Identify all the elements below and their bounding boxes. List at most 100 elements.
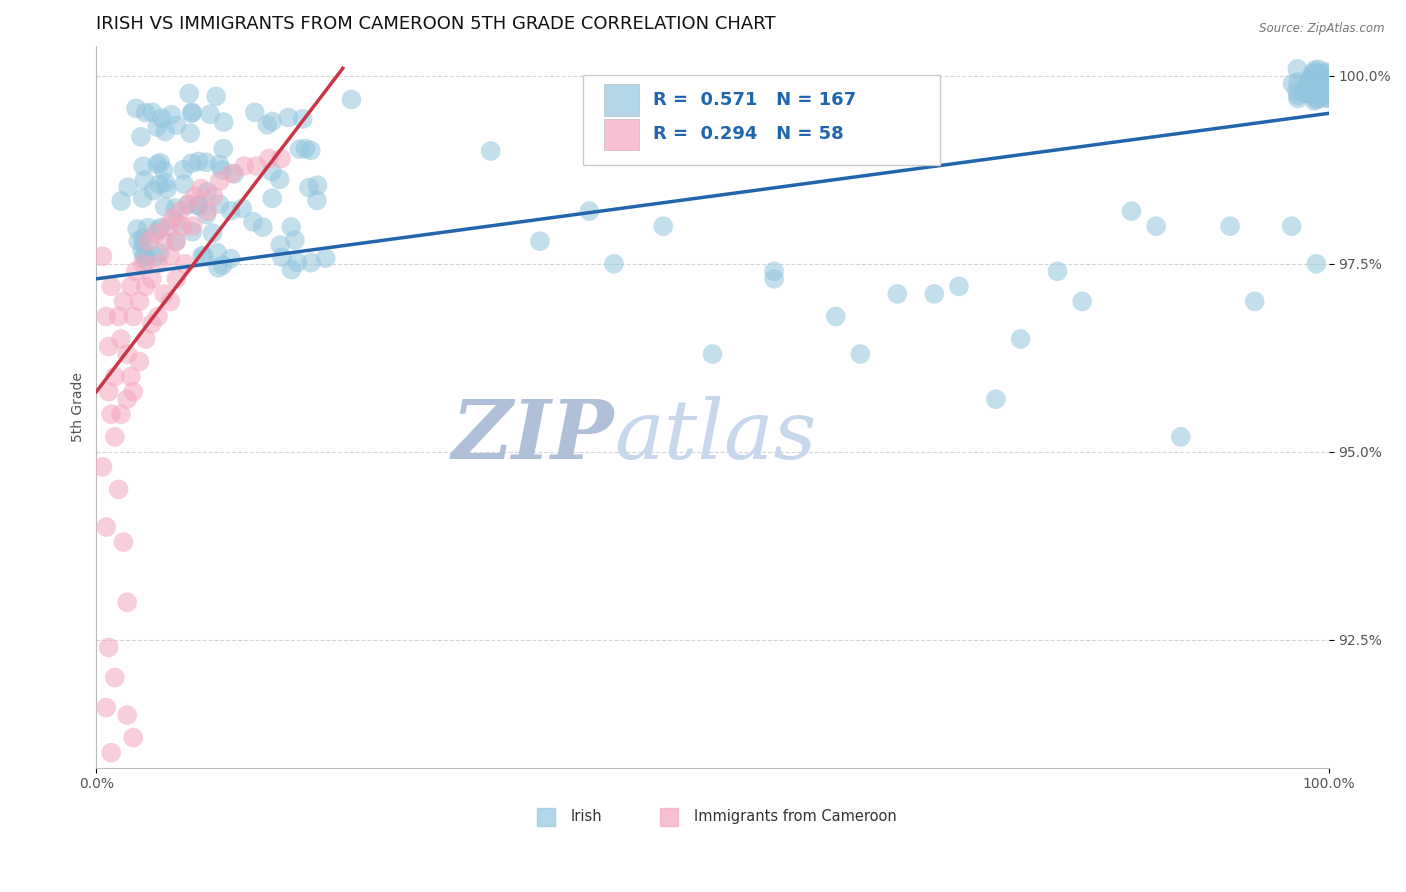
Point xyxy=(849,347,872,361)
Point xyxy=(288,142,311,156)
Point xyxy=(115,708,138,723)
Point xyxy=(1303,94,1326,108)
Point xyxy=(177,196,200,211)
Point xyxy=(1309,89,1331,103)
Point xyxy=(1317,66,1340,80)
Point xyxy=(125,101,148,115)
Point xyxy=(1299,70,1322,85)
Point xyxy=(165,235,187,249)
Point xyxy=(193,249,215,263)
Point xyxy=(1301,74,1323,88)
Point xyxy=(149,245,172,260)
Point xyxy=(948,279,970,293)
Point xyxy=(299,255,322,269)
Text: ZIP: ZIP xyxy=(451,395,614,475)
Point xyxy=(1285,84,1308,98)
Point xyxy=(1313,70,1336,85)
Point xyxy=(1312,80,1334,95)
Point xyxy=(112,535,135,549)
Point xyxy=(652,219,675,234)
Text: Source: ZipAtlas.com: Source: ZipAtlas.com xyxy=(1260,22,1385,36)
Point xyxy=(153,200,176,214)
Point xyxy=(191,249,214,263)
Point xyxy=(184,189,207,203)
Point xyxy=(198,107,221,121)
Text: Immigrants from Cameroon: Immigrants from Cameroon xyxy=(695,809,897,824)
Point xyxy=(529,234,551,248)
Point xyxy=(91,459,114,474)
Point xyxy=(269,238,291,252)
Point xyxy=(181,225,204,239)
Point xyxy=(115,595,138,609)
Point xyxy=(1313,72,1336,87)
Point xyxy=(135,105,157,120)
Point xyxy=(1046,264,1069,278)
Point xyxy=(190,181,212,195)
Point xyxy=(195,208,218,222)
Point xyxy=(211,163,233,178)
Point xyxy=(107,310,129,324)
Point xyxy=(181,105,204,120)
Point xyxy=(1313,87,1336,102)
Point xyxy=(1286,88,1309,103)
Point xyxy=(122,384,145,399)
Point xyxy=(173,177,195,191)
Point xyxy=(146,257,169,271)
Point xyxy=(1299,87,1322,101)
Point xyxy=(127,234,149,248)
Point xyxy=(134,248,156,262)
Point xyxy=(1294,83,1316,97)
Point xyxy=(277,111,299,125)
Point xyxy=(110,194,132,208)
Point xyxy=(1298,74,1320,88)
Point xyxy=(1312,73,1334,87)
Point xyxy=(97,339,120,353)
Point xyxy=(104,430,127,444)
Point xyxy=(146,120,169,134)
Point xyxy=(1144,219,1167,234)
Point xyxy=(262,191,284,205)
Point xyxy=(162,211,184,226)
Point xyxy=(125,264,148,278)
Point xyxy=(1303,71,1326,86)
Point xyxy=(112,294,135,309)
Bar xyxy=(605,119,638,151)
Point xyxy=(96,520,118,534)
Point xyxy=(260,164,283,178)
Point xyxy=(280,262,302,277)
Point xyxy=(128,294,150,309)
Point xyxy=(315,251,337,265)
Point xyxy=(160,108,183,122)
Point xyxy=(141,317,163,331)
Point xyxy=(136,220,159,235)
Point xyxy=(143,250,166,264)
Point xyxy=(100,407,122,421)
Point xyxy=(141,105,163,120)
Text: Irish: Irish xyxy=(571,809,602,824)
Point xyxy=(120,369,142,384)
Point xyxy=(219,204,242,219)
Point xyxy=(180,106,202,120)
Point xyxy=(115,392,138,407)
Point xyxy=(1306,79,1329,94)
Point xyxy=(208,157,231,171)
Point xyxy=(187,198,209,212)
Point xyxy=(1298,74,1320,88)
FancyBboxPatch shape xyxy=(583,75,941,165)
Point xyxy=(205,89,228,103)
Point xyxy=(149,220,172,235)
Point xyxy=(1305,257,1327,271)
Point xyxy=(886,286,908,301)
Point xyxy=(153,234,176,248)
Point xyxy=(104,369,127,384)
Point xyxy=(159,294,181,309)
Point xyxy=(132,159,155,173)
Point xyxy=(169,204,191,219)
Point xyxy=(129,129,152,144)
Point xyxy=(824,310,846,324)
Point xyxy=(1316,91,1339,105)
Point xyxy=(146,310,169,324)
Point xyxy=(156,219,179,234)
Point xyxy=(136,234,159,248)
Point xyxy=(1316,91,1339,105)
